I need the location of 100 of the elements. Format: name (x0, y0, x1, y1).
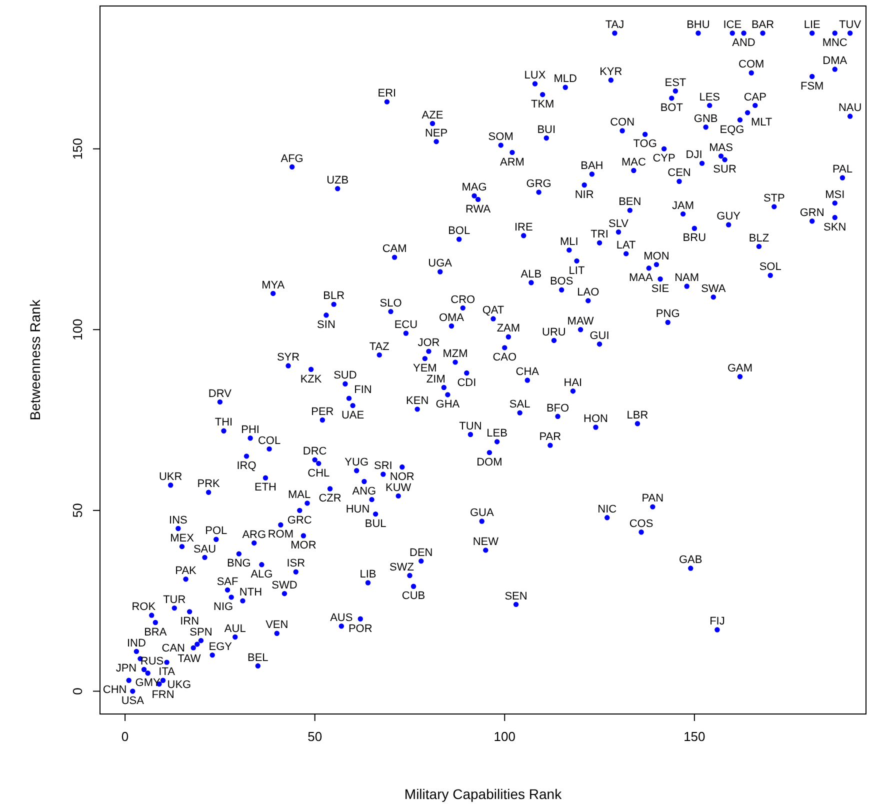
data-label: SPN (190, 626, 212, 638)
data-label: ERI (378, 88, 396, 100)
data-label: BUI (537, 124, 556, 136)
data-label: FSM (800, 80, 824, 92)
data-label: MNC (822, 36, 848, 49)
data-label: AND (732, 36, 756, 49)
data-label: SWD (272, 579, 298, 592)
data-label: LAT (616, 240, 636, 252)
data-label: RUS (140, 655, 164, 668)
x-axis-title: Military Capabilities Rank (404, 786, 563, 802)
data-label: NEP (425, 127, 448, 140)
y-tick-label: 150 (70, 138, 85, 160)
data-label: CZR (318, 492, 342, 505)
data-label: HON (584, 413, 608, 426)
data-label: CHL (308, 467, 330, 480)
data-label: KUW (386, 482, 412, 494)
data-label: MSI (825, 188, 845, 201)
data-label: BRU (682, 232, 706, 244)
data-label: MOR (290, 540, 316, 552)
y-tick-label: 50 (70, 503, 85, 518)
data-label: UZB (326, 174, 349, 186)
data-label: YEM (413, 362, 437, 374)
data-label: RWA (466, 203, 492, 216)
data-label: KEN (406, 395, 429, 408)
data-label: DOM (476, 456, 502, 468)
data-label: STP (763, 192, 785, 205)
x-tick-label: 100 (494, 729, 516, 744)
data-label: BEN (618, 196, 642, 208)
data-label: NOR (390, 470, 414, 483)
data-label: BLR (323, 290, 345, 302)
data-label: BRA (144, 626, 168, 638)
data-label: NEW (472, 536, 500, 548)
data-label: SAF (216, 576, 239, 588)
data-label: KYR (600, 66, 622, 78)
data-label: ALB (520, 268, 542, 280)
data-label: SAU (193, 543, 216, 556)
data-label: NAM (674, 272, 700, 284)
data-label: AUS (330, 612, 353, 624)
y-axis-title: Betweenness Rank (27, 298, 43, 420)
data-label: COL (258, 434, 281, 447)
data-label: CAO (492, 352, 517, 364)
data-label: FIJ (710, 616, 725, 628)
data-label: GRC (287, 514, 312, 526)
y-tick-label: 0 (70, 688, 85, 695)
data-label: PAK (175, 564, 198, 577)
data-label: ALG (250, 568, 273, 581)
data-label: DRV (208, 388, 232, 400)
data-label: TUV (839, 18, 862, 31)
data-label: UKG (167, 678, 192, 691)
data-label: CAN (162, 642, 186, 655)
data-label: SWA (701, 282, 726, 295)
data-label: ROK (132, 601, 156, 614)
data-label: YUG (344, 456, 369, 468)
data-label: ANG (352, 485, 376, 498)
data-label: MLI (560, 236, 578, 248)
data-label: LES (699, 91, 720, 104)
data-label: SLV (608, 218, 630, 230)
data-label: ZIM (426, 373, 446, 386)
data-label: HAI (564, 376, 582, 389)
data-label: FIN (354, 384, 372, 396)
data-label: GAM (727, 362, 753, 374)
data-label: QAT (482, 304, 504, 317)
data-label: AFG (280, 152, 304, 165)
data-label: CAM (382, 243, 407, 256)
data-label: MLD (554, 73, 578, 86)
data-label: GUY (716, 210, 742, 223)
data-label: EGY (208, 640, 233, 653)
data-label: JAM (672, 200, 694, 212)
data-label: PRK (197, 478, 221, 490)
data-label: SUD (334, 370, 357, 382)
data-label: BLZ (748, 232, 770, 244)
data-label: PAL (832, 164, 852, 176)
data-label: LUX (524, 70, 546, 82)
data-label: THI (214, 416, 233, 429)
data-label: UGA (428, 258, 453, 270)
data-label: ITA (158, 666, 176, 678)
data-label: IRN (180, 616, 200, 628)
y-tick-label: 100 (70, 318, 85, 340)
data-label: CON (610, 116, 635, 129)
data-label: KZK (300, 373, 322, 386)
data-label: SUR (713, 164, 736, 176)
data-label: URU (542, 326, 566, 338)
data-label: SLO (380, 297, 402, 310)
data-label: LEB (486, 428, 508, 440)
data-label: SEN (504, 590, 528, 602)
data-label: CUB (402, 590, 426, 602)
data-label: DEN (410, 546, 433, 559)
data-label: DJI (686, 149, 702, 162)
data-label: ZAM (496, 322, 520, 335)
data-label: MAG (462, 182, 487, 194)
data-label: TKM (530, 98, 554, 110)
data-label: FRN (152, 689, 174, 702)
data-label: IRE (514, 221, 533, 234)
data-label: NIG (214, 601, 234, 614)
data-label: TUR (163, 594, 186, 606)
data-label: GUA (470, 507, 494, 520)
data-label: COS (629, 518, 654, 530)
data-label: MLT (750, 116, 772, 129)
data-label: POL (205, 525, 228, 538)
data-label: TAZ (369, 340, 390, 353)
